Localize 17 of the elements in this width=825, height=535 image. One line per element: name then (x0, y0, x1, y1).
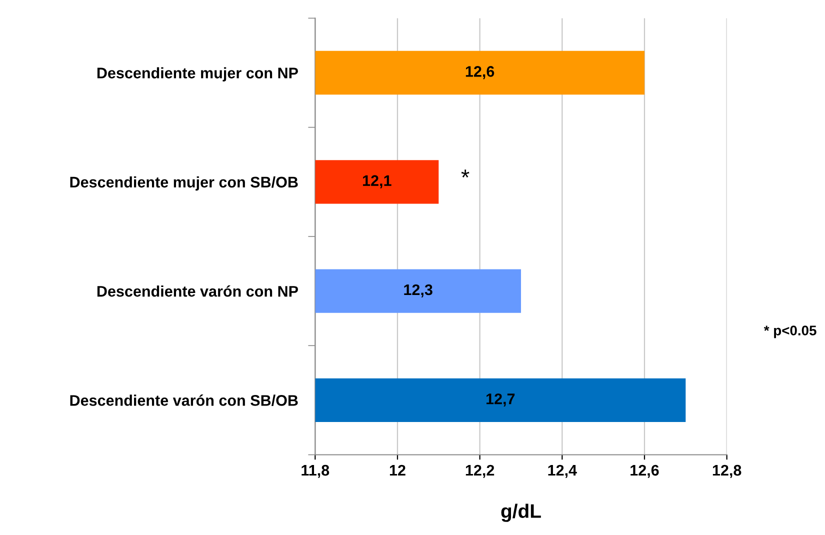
x-tick-label: 12 (390, 464, 406, 476)
data-label: 12,7 (486, 393, 515, 406)
y-tick-label: Descendiente mujer con NP (97, 67, 298, 82)
x-tick-label: 12,6 (630, 464, 659, 478)
x-axis-title: g/dL (501, 504, 541, 522)
y-tick-label: Descendiente varón con SB/OB (70, 394, 298, 406)
x-tick-label: 12,4 (548, 464, 577, 478)
text: * p<0.05 (764, 326, 816, 338)
annotation: * (461, 170, 470, 178)
x-tick-label: 11,8 (302, 464, 330, 478)
y-tick-label: Descendiente mujer con SB/OB (70, 176, 298, 191)
y-tick-label: Descendiente varón con NP (97, 285, 298, 297)
data-label: 12,1 (362, 175, 392, 188)
data-label: 12,6 (466, 66, 494, 80)
x-tick-label: 12,8 (712, 464, 742, 478)
x-tick-label: 12,2 (466, 464, 494, 478)
data-label: 12,3 (404, 284, 432, 298)
